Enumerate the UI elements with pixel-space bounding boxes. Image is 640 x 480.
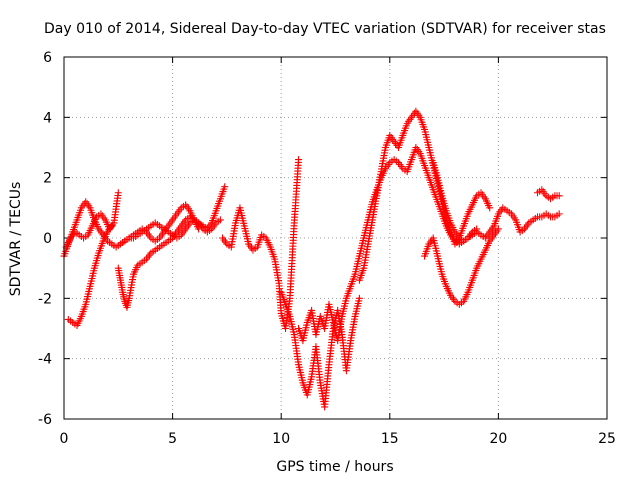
data-point bbox=[355, 294, 363, 302]
x-tick-label: 20 bbox=[489, 431, 507, 447]
y-tick-label: -6 bbox=[38, 412, 52, 428]
x-tick-label: 10 bbox=[272, 431, 290, 447]
y-tick-label: -2 bbox=[38, 291, 52, 307]
y-axis-label: SDTVAR / TECUs bbox=[8, 182, 24, 297]
data-point bbox=[295, 156, 303, 164]
data-point bbox=[114, 189, 122, 197]
x-tick-label: 0 bbox=[60, 431, 69, 447]
data-point bbox=[216, 216, 224, 224]
data-point bbox=[555, 192, 563, 200]
series-3 bbox=[64, 222, 116, 329]
series-11 bbox=[429, 159, 481, 245]
series-layer bbox=[60, 107, 563, 411]
data-point bbox=[473, 225, 481, 233]
series-4 bbox=[114, 183, 229, 311]
data-point bbox=[486, 204, 494, 212]
y-tick-label: 4 bbox=[43, 110, 52, 126]
y-tick-label: -4 bbox=[38, 352, 52, 368]
data-point bbox=[221, 183, 229, 191]
chart-title: Day 010 of 2014, Sidereal Day-to-day VTE… bbox=[44, 21, 606, 37]
data-point bbox=[555, 210, 563, 218]
x-tick-label: 25 bbox=[598, 431, 616, 447]
data-point bbox=[494, 225, 502, 233]
x-axis-label: GPS time / hours bbox=[276, 459, 393, 475]
series-6 bbox=[219, 156, 303, 332]
data-point bbox=[195, 225, 203, 233]
tick-layer bbox=[63, 56, 608, 420]
x-tick-label: 5 bbox=[168, 431, 177, 447]
data-point bbox=[108, 222, 116, 230]
series-10 bbox=[421, 225, 502, 308]
series-5 bbox=[116, 201, 203, 248]
series-7 bbox=[277, 288, 363, 411]
y-tick-labels: -6 -4 -2 0 2 4 6 bbox=[38, 50, 52, 428]
series-8 bbox=[295, 144, 563, 345]
x-tick-labels: 0 5 10 15 20 25 bbox=[60, 431, 616, 447]
plot-frame bbox=[63, 56, 608, 420]
series-12 bbox=[533, 186, 563, 203]
series-2 bbox=[62, 189, 122, 251]
y-tick-label: 0 bbox=[43, 231, 52, 247]
y-tick-label: 6 bbox=[43, 50, 52, 66]
y-tick-label: 2 bbox=[43, 171, 52, 187]
x-tick-label: 15 bbox=[381, 431, 399, 447]
grid-layer bbox=[64, 57, 607, 419]
